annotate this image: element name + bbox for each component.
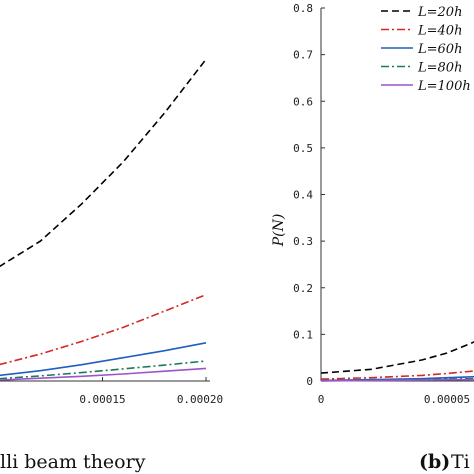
panel-b-y-tick-label: 0.6 xyxy=(293,95,313,108)
panel-b-y-axis-label: P(N) xyxy=(271,214,287,248)
panel-b-series-line xyxy=(320,370,474,380)
panel-b-y-tick-label: 0.8 xyxy=(293,2,313,15)
panel-b-y-tick-label: 0.3 xyxy=(293,235,313,248)
panel-b-y-tick-label: 0 xyxy=(306,375,313,388)
panel-a-x-tick-label: 0.00015 xyxy=(79,393,125,406)
panel-b-y-tick-label: 0.2 xyxy=(293,282,313,295)
panel-b-caption-label: (b) xyxy=(419,451,450,473)
panel-a-series-group xyxy=(0,58,207,381)
panel-a-x-tick-label: 0.00020 xyxy=(177,393,223,406)
legend-entry-label: L=20h xyxy=(417,5,462,20)
panel-b-y-tick-label: 0.7 xyxy=(293,49,313,62)
legend-entry-label: L=80h xyxy=(417,61,462,76)
panel-b-series-group xyxy=(320,340,474,382)
panel-b-series-line xyxy=(320,378,474,382)
legend-entry-label: L=40h xyxy=(417,24,462,39)
panel-b-y-tick-label: 0.1 xyxy=(293,328,313,341)
panel-a-series-line xyxy=(0,360,207,380)
panel-a-x-ticks xyxy=(102,377,207,381)
panel-b-x-tick-label: 0.00005 xyxy=(424,393,470,406)
panel-b-chart: 00.10.20.30.40.50.60.70.8 0 0.00005 P(N) … xyxy=(271,2,474,473)
panel-b-series-line xyxy=(320,375,474,382)
panel-b-y-tick-label: 0.5 xyxy=(293,142,313,155)
panel-a-series-line xyxy=(0,342,207,377)
panel-b-y-tick-label: 0.4 xyxy=(293,189,313,202)
panel-a-series-line xyxy=(0,293,207,366)
panel-a-chart: 0.00015 0.00020 lli beam theory xyxy=(0,58,223,473)
panel-a-series-line xyxy=(0,367,207,381)
panel-b-legend: L=20h L=40h L=60h L=80h L=100h xyxy=(376,2,474,102)
legend-entry-label: L=60h xyxy=(417,42,462,57)
panel-a-series-line xyxy=(0,58,207,268)
panel-b-caption-text: Ti xyxy=(451,451,470,473)
panel-b-y-ticks: 0 0.1 0.2 0.3 0.4 0.5 0.6 0.7 0.8 xyxy=(293,2,325,388)
legend-entry-label: L=100h xyxy=(417,79,471,94)
panel-a-caption: lli beam theory xyxy=(0,451,146,473)
panel-b-x-tick-label: 0 xyxy=(318,393,325,406)
panel-b-series-line xyxy=(320,340,474,374)
